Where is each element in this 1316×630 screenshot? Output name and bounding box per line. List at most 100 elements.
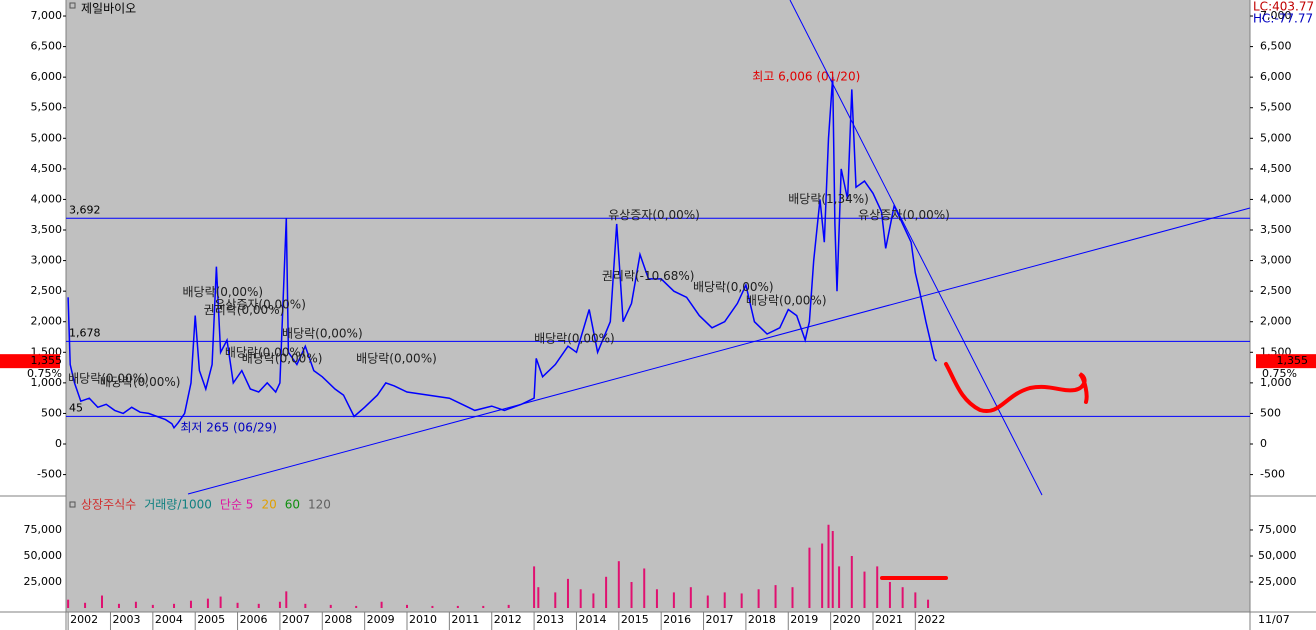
y2-tick-label: 5,000 [1260,131,1292,144]
y2-tick-label: 3,500 [1260,223,1292,236]
x-tick-label: 2005 [197,613,225,626]
y-tick-label: 6,000 [31,70,63,83]
x-tick-label: 2007 [282,613,310,626]
annotation: 유상증자(0,00%) [858,208,950,222]
y-tick-label: 50,000 [24,549,63,562]
y-tick-label: 2,500 [31,284,63,297]
x-tick-label: 2017 [706,613,734,626]
annotation: 배당락(0,00%) [746,293,827,307]
support-label: 3,692 [69,203,101,216]
annotation: 배당락(0,00%) [182,285,263,299]
x-tick-label: 2018 [748,613,776,626]
annotation: 배당락(0,00%) [534,331,615,345]
y2-tick-label: 2,000 [1260,315,1292,328]
lc-label: LC:403.77 [1253,0,1314,14]
x-tick-label: 2010 [409,613,437,626]
legend-entry: 상장주식수 [81,498,136,512]
legend-entry: 단순 5 [220,498,254,512]
x-tick-label: 2006 [240,613,268,626]
legend-entry: 120 [308,498,331,512]
x-tick-label: 2016 [663,613,691,626]
y-tick-label: 6,500 [31,40,63,53]
annotation: 배당락(0,00%) [693,280,774,294]
y2-tick-label: 7,000 [1260,9,1292,22]
annotation: 권리락(0,00%) [204,303,285,317]
y-tick-label: 5,000 [31,131,63,144]
y-tick-label: 1,000 [31,376,63,389]
x-tick-label: 2012 [494,613,522,626]
y2-tick-label: 2,500 [1260,284,1292,297]
last-price-box [0,354,60,369]
x-tick-label: 2015 [621,613,649,626]
x-tick-label: 2011 [451,613,479,626]
y2-tick-label: 1,000 [1260,376,1292,389]
last-price-box [1256,354,1316,369]
annotation: 배당락(0,00%) [225,345,306,359]
last-price-label: 1,355 [31,354,63,367]
annotation: 배당락(0,00%) [68,372,149,386]
y-tick-label: 4,500 [31,162,63,175]
annotation: 배당락(1,34%) [788,192,869,206]
annotation: 유상증자(0,00%) [214,298,306,312]
change-label: 0.75% [27,367,62,380]
y-tick-label: 2,000 [31,315,63,328]
last-price-label: 1,355 [1277,354,1309,367]
x-tick-label: 2021 [875,613,903,626]
x-tick-label: 2022 [917,613,945,626]
y2-tick-label: 25,000 [1258,575,1297,588]
annotation: 최저 265 (06/29) [180,420,277,434]
x-tick-label: 2020 [833,613,861,626]
y2-tick-label: 3,000 [1260,254,1292,267]
x-tick-label: 2008 [324,613,352,626]
y2-tick-label: 50,000 [1258,549,1297,562]
annotation: 최고 6,006 (01/20) [752,69,860,83]
trend-line [187,207,1251,495]
annotation: 배당락(0,00%) [242,352,323,366]
stock-name: 제일바이오 [81,2,136,16]
y-tick-label: 3,500 [31,223,63,236]
legend-entry: 60 [285,498,300,512]
support-label: 45 [69,401,83,414]
hc-label: HC:-77.77 [1253,12,1313,26]
y-tick-label: 500 [41,406,62,419]
y2-tick-label: 4,000 [1260,192,1292,205]
annotation: 유상증자(0,00%) [608,208,700,222]
annotation: 배당락(0,00%) [356,352,437,366]
y2-tick-label: 6,000 [1260,70,1292,83]
y-tick-label: 75,000 [24,523,63,536]
y2-tick-label: 6,500 [1260,40,1292,53]
x-tick-label: 2004 [155,613,183,626]
y-tick-label: 3,000 [31,254,63,267]
hand-drawn-curve [944,362,1089,414]
icon [69,501,76,508]
volume-panel [66,497,1250,612]
x-tick-label: 2009 [367,613,395,626]
x-tick-label: 2019 [790,613,818,626]
x-tick-label: 2014 [578,613,606,626]
y-tick-label: -500 [37,468,62,481]
y-tick-label: 7,000 [31,9,63,22]
y-tick-label: 0 [55,437,62,450]
icon [69,2,76,9]
x-tick-label: 2002 [70,613,98,626]
legend-entry: 20 [261,498,276,512]
trend-line [789,0,1043,496]
annotation: 배당락(0,00%) [100,375,181,389]
price-panel [66,0,1250,495]
y2-tick-label: -500 [1260,468,1285,481]
annotation: 권리락(-10,68%) [602,269,695,283]
legend-entry: 거래량/1000 [144,498,212,512]
y2-tick-label: 4,500 [1260,162,1292,175]
annotation: 배당락(0,00%) [282,326,363,340]
x-tick-label: 2003 [112,613,140,626]
y2-tick-label: 5,500 [1260,101,1292,114]
y-tick-label: 25,000 [24,575,63,588]
y2-tick-label: 75,000 [1258,523,1297,536]
date-label: 11/07 [1258,613,1290,626]
y2-tick-label: 0 [1260,437,1267,450]
support-label: 1,678 [69,326,101,339]
y-tick-label: 4,000 [31,192,63,205]
change-label: 0.75% [1262,367,1297,380]
x-tick-label: 2013 [536,613,564,626]
